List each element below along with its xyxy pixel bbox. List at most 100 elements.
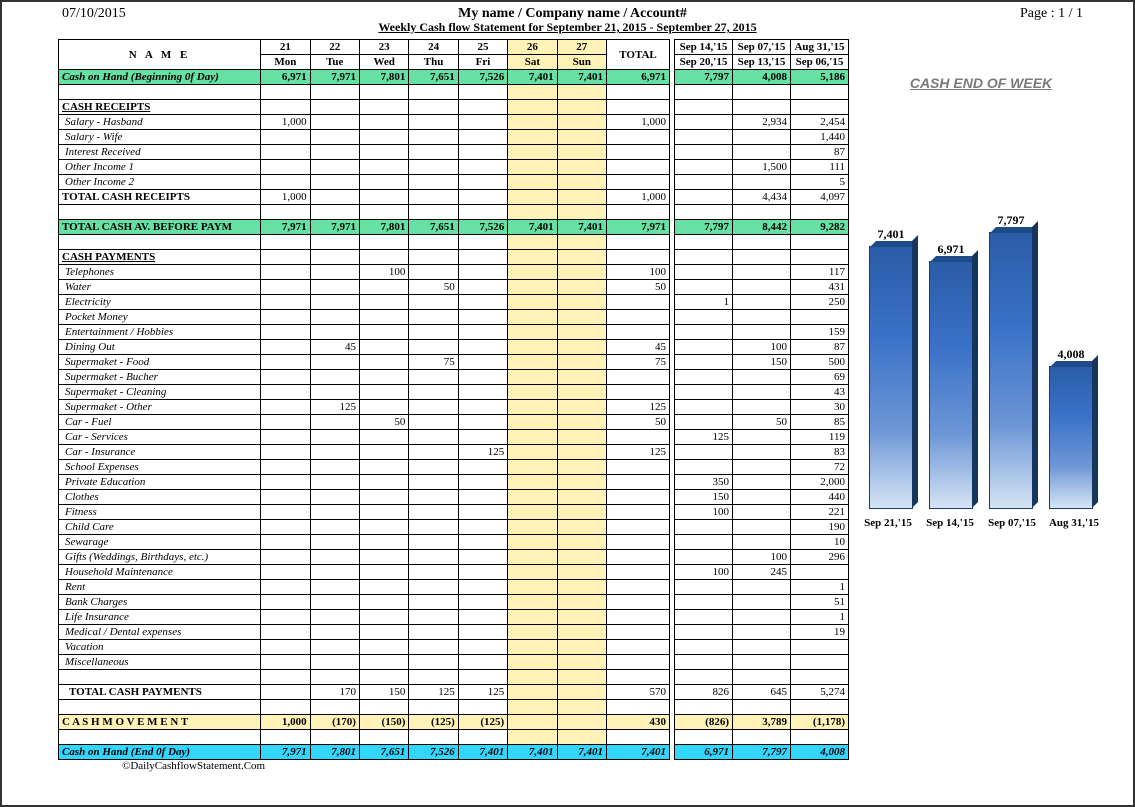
spacer-row: [675, 730, 849, 745]
cell: 7,526: [458, 220, 507, 235]
cell: [508, 550, 557, 565]
hist-cell: 2,454: [791, 115, 849, 130]
table-row: Bank Charges: [59, 595, 670, 610]
cell: [557, 280, 606, 295]
row-name: Cash on Hand (End 0f Day): [59, 745, 261, 760]
section-row: [675, 250, 849, 265]
hist-cell: [733, 145, 791, 160]
cell: [261, 445, 310, 460]
table-row: Medical / Dental expenses: [59, 625, 670, 640]
col-daynum: 23: [359, 40, 408, 55]
table-row: TOTAL CASH AV. BEFORE PAYM7,9717,9717,80…: [59, 220, 670, 235]
col-daynum: 26: [508, 40, 557, 55]
cell: [359, 310, 408, 325]
hist-cell: 87: [791, 340, 849, 355]
hist-row: 1,440: [675, 130, 849, 145]
cell: 7,801: [359, 70, 408, 85]
row-name: Sewarage: [59, 535, 261, 550]
hist-cell: 8,442: [733, 220, 791, 235]
cell: 7,401: [557, 220, 606, 235]
hist-cell: 43: [791, 385, 849, 400]
hist-col-bot: Sep 06,'15: [791, 55, 849, 70]
cell: [310, 565, 359, 580]
cell: [261, 475, 310, 490]
row-name: Supermaket - Cleaning: [59, 385, 261, 400]
cell: [359, 325, 408, 340]
hist-row: 7,7974,0085,186: [675, 70, 849, 85]
cell: [458, 310, 507, 325]
hist-cell: [675, 115, 733, 130]
cell: 7,526: [458, 70, 507, 85]
cell: [359, 370, 408, 385]
hist-row: 1: [675, 610, 849, 625]
cell-total: 50: [607, 280, 670, 295]
chart-bar: 7,401: [861, 227, 921, 509]
row-name: Vacation: [59, 640, 261, 655]
hist-cell: [675, 580, 733, 595]
hist-cell: [733, 505, 791, 520]
hist-row: 5085: [675, 415, 849, 430]
hist-row: 69: [675, 370, 849, 385]
row-name: TOTAL CASH RECEIPTS: [59, 190, 261, 205]
hist-cell: 19: [791, 625, 849, 640]
cell-total: [607, 640, 670, 655]
table-row: Sewarage: [59, 535, 670, 550]
cell-total: [607, 505, 670, 520]
cell: [409, 400, 458, 415]
cell: 7,971: [310, 70, 359, 85]
hist-col-top: Sep 07,'15: [733, 40, 791, 55]
cell-total: 125: [607, 445, 670, 460]
hist-cell: [733, 265, 791, 280]
cell: [557, 550, 606, 565]
cell: [458, 415, 507, 430]
cell: [359, 190, 408, 205]
hist-row: 51: [675, 595, 849, 610]
cell-total: [607, 490, 670, 505]
table-row: TOTAL CASH PAYMENTS170150125125570: [59, 685, 670, 700]
hist-row: 30: [675, 400, 849, 415]
cell: [508, 460, 557, 475]
hist-cell: 4,008: [791, 745, 849, 760]
cell: [458, 340, 507, 355]
hist-cell: [675, 640, 733, 655]
cell: 7,801: [359, 220, 408, 235]
cell: [508, 130, 557, 145]
cell: 7,401: [557, 745, 606, 760]
table-row: Interest Received: [59, 145, 670, 160]
cell: [508, 265, 557, 280]
spacer-row: [59, 700, 670, 715]
cell: [508, 655, 557, 670]
cell: [409, 640, 458, 655]
cell: [557, 565, 606, 580]
hist-cell: [675, 325, 733, 340]
cell: [359, 115, 408, 130]
cell: [261, 610, 310, 625]
cell: [310, 160, 359, 175]
hist-cell: [733, 325, 791, 340]
cell-total: 45: [607, 340, 670, 355]
hist-cell: [733, 400, 791, 415]
row-name: Other Income 1: [59, 160, 261, 175]
hist-row: 4,4344,097: [675, 190, 849, 205]
table-row: Rent: [59, 580, 670, 595]
table-row: Other Income 1: [59, 160, 670, 175]
table-row: Electricity: [59, 295, 670, 310]
chart-bars: 7,4016,9717,7974,008: [857, 139, 1105, 509]
hist-cell: 1,500: [733, 160, 791, 175]
hist-head: Sep 14,'15Sep 07,'15Aug 31,'15Sep 20,'15…: [675, 40, 849, 70]
cell-total: [607, 565, 670, 580]
cell: 6,971: [261, 70, 310, 85]
cell: [359, 565, 408, 580]
hist-cell: 100: [733, 550, 791, 565]
cell: [409, 565, 458, 580]
hist-row: [675, 655, 849, 670]
hist-col-top: Sep 14,'15: [675, 40, 733, 55]
row-name: Household Maintenance: [59, 565, 261, 580]
hist-cell: 190: [791, 520, 849, 535]
cell: (125): [409, 715, 458, 730]
bar-rect: [869, 246, 913, 509]
cell: [508, 280, 557, 295]
cell-total: [607, 475, 670, 490]
cell: [557, 175, 606, 190]
cell: [508, 385, 557, 400]
